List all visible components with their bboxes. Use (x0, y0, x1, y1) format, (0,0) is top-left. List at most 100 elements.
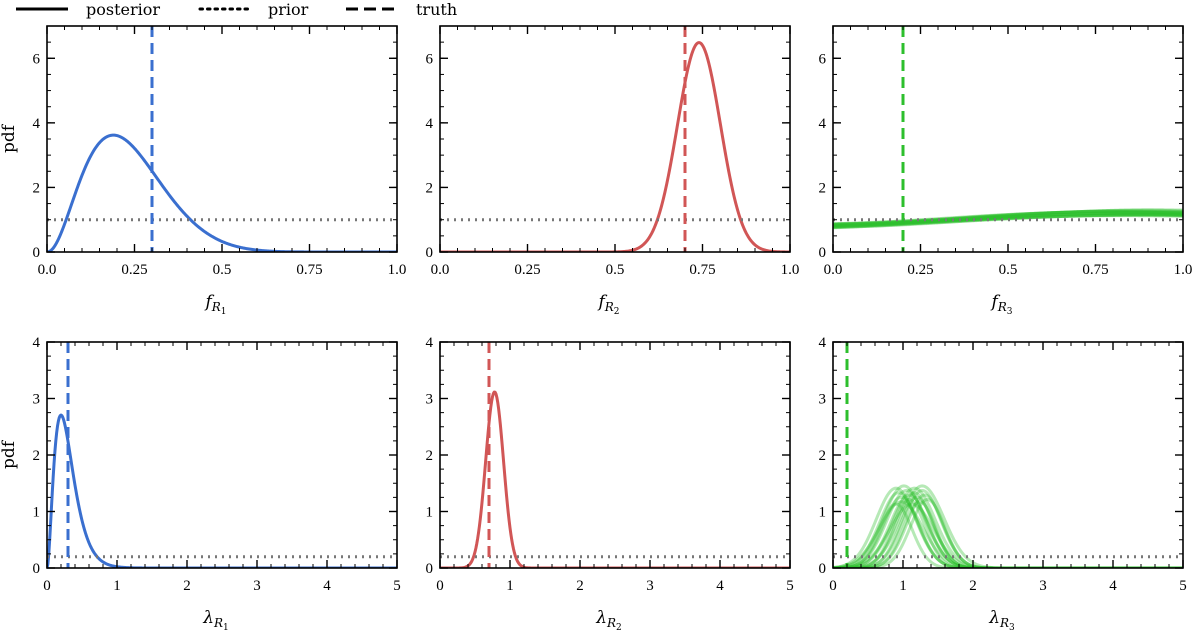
x-tick-label: 5 (1179, 578, 1187, 594)
legend-label-prior: prior (268, 0, 309, 19)
posterior-line-11 (833, 493, 1183, 568)
ticks: 0.0 0.25 0.5 0.75 1.0 0 2 4 6 (819, 25, 1192, 278)
posterior-line-2 (833, 493, 1183, 568)
posterior-line-18 (833, 491, 1183, 568)
x-axis-label-subsub: 1 (221, 307, 227, 317)
x-axis-label: fR2 (596, 292, 619, 317)
posterior-line-8 (833, 500, 1183, 568)
x-tick-label: 1.0 (781, 262, 800, 278)
posterior-line-13 (833, 209, 1183, 227)
y-tick-label: 1 (819, 505, 827, 521)
y-tick-label: 0 (426, 245, 434, 261)
y-tick-label: 6 (819, 51, 827, 67)
posterior-curves (440, 390, 790, 568)
y-tick-label: 6 (426, 51, 434, 67)
y-tick-label: 2 (426, 180, 434, 196)
x-tick-label: 0.75 (1082, 262, 1108, 278)
x-axis-label-sub: R (213, 616, 223, 630)
x-axis-label-main: f (596, 292, 607, 312)
x-axis-label-sub: R (211, 300, 221, 314)
posterior-line-17 (833, 500, 1183, 568)
x-tick-label: 5 (786, 578, 794, 594)
posterior-line-18 (833, 210, 1183, 229)
x-tick-label: 0.5 (213, 262, 232, 278)
posterior-line-9 (833, 213, 1183, 227)
legend-label-truth: truth (416, 0, 457, 19)
y-tick-label: 2 (33, 180, 41, 196)
posterior-line-10 (833, 209, 1183, 228)
y-tick-label: 4 (426, 116, 434, 132)
x-axis-label-subsub: 1 (223, 623, 229, 633)
posterior-line-16 (833, 210, 1183, 227)
posterior-line-16 (833, 488, 1183, 568)
posterior-line-9 (833, 491, 1183, 568)
x-axis-label-main: λ (202, 608, 214, 628)
y-tick-label: 1 (426, 505, 434, 521)
panel-1: 0.0 0.25 0.5 0.75 1.0 0 2 4 6 fR1 pdf (0, 25, 406, 317)
y-tick-label: 3 (819, 392, 827, 408)
plot-frame (46, 341, 398, 569)
y-tick-label: 4 (33, 116, 41, 132)
posterior-line-13 (833, 495, 1183, 568)
posterior-line-15 (833, 210, 1183, 230)
x-tick-label: 4 (323, 578, 331, 594)
x-tick-label: 1 (506, 578, 514, 594)
x-axis-label-subsub: 3 (1009, 623, 1015, 633)
x-axis-label-sub: R (604, 300, 614, 314)
y-tick-label: 2 (819, 448, 827, 464)
posterior-line-7 (833, 208, 1183, 229)
panel-3: 0.0 0.25 0.5 0.75 1.0 0 2 4 6 fR3 (819, 25, 1192, 317)
ticks: 0.0 0.25 0.5 0.75 1.0 0 2 4 6 (426, 25, 800, 278)
x-tick-label: 2 (969, 578, 977, 594)
y-tick-label: 0 (819, 245, 827, 261)
x-tick-label: 0.0 (824, 262, 843, 278)
posterior-line-11 (833, 211, 1183, 227)
posterior-line-17 (833, 212, 1183, 226)
legend-entry-truth: truth (346, 0, 457, 19)
x-tick-label: 0.25 (121, 262, 147, 278)
y-tick-label: 4 (819, 335, 827, 351)
posterior-curves (833, 484, 1183, 568)
x-axis-label: λR3 (988, 608, 1015, 633)
x-tick-label: 0.5 (606, 262, 625, 278)
x-axis-label: λR2 (595, 608, 622, 633)
x-axis-label-sub: R (999, 616, 1009, 630)
x-tick-label: 0 (436, 578, 444, 594)
x-axis-label: λR1 (202, 608, 229, 633)
x-tick-label: 0.0 (431, 262, 450, 278)
y-tick-label: 3 (33, 392, 41, 408)
x-axis-label-sub: R (997, 300, 1007, 314)
posterior-line-8 (833, 211, 1183, 228)
y-tick-label: 4 (33, 335, 41, 351)
y-tick-label: 0 (426, 561, 434, 577)
x-axis-label-sub: R (606, 616, 616, 630)
x-tick-label: 3 (1039, 578, 1047, 594)
x-tick-label: 3 (646, 578, 654, 594)
posterior-line-1 (47, 133, 397, 252)
y-axis-label: pdf (0, 123, 19, 153)
y-tick-label: 0 (33, 561, 41, 577)
x-tick-label: 0.25 (907, 262, 933, 278)
posterior-line-2 (833, 210, 1183, 229)
y-tick-label: 4 (426, 335, 434, 351)
ticks: 0 1 2 3 4 5 0 1 2 3 4 (426, 335, 794, 594)
posterior-line-1 (47, 413, 397, 568)
x-tick-label: 1 (113, 578, 121, 594)
x-tick-label: 2 (576, 578, 584, 594)
x-tick-label: 0 (43, 578, 51, 594)
posterior-line-14 (833, 486, 1183, 568)
posterior-line-5 (833, 486, 1183, 568)
x-tick-label: 2 (183, 578, 191, 594)
posterior-curves (833, 208, 1183, 230)
legend-entry-posterior: posterior (16, 0, 160, 19)
posterior-line-1 (833, 502, 1183, 568)
y-tick-label: 0 (33, 245, 41, 261)
x-axis-label-subsub: 2 (616, 623, 622, 633)
x-tick-label: 3 (253, 578, 261, 594)
plot-frame (439, 341, 791, 569)
